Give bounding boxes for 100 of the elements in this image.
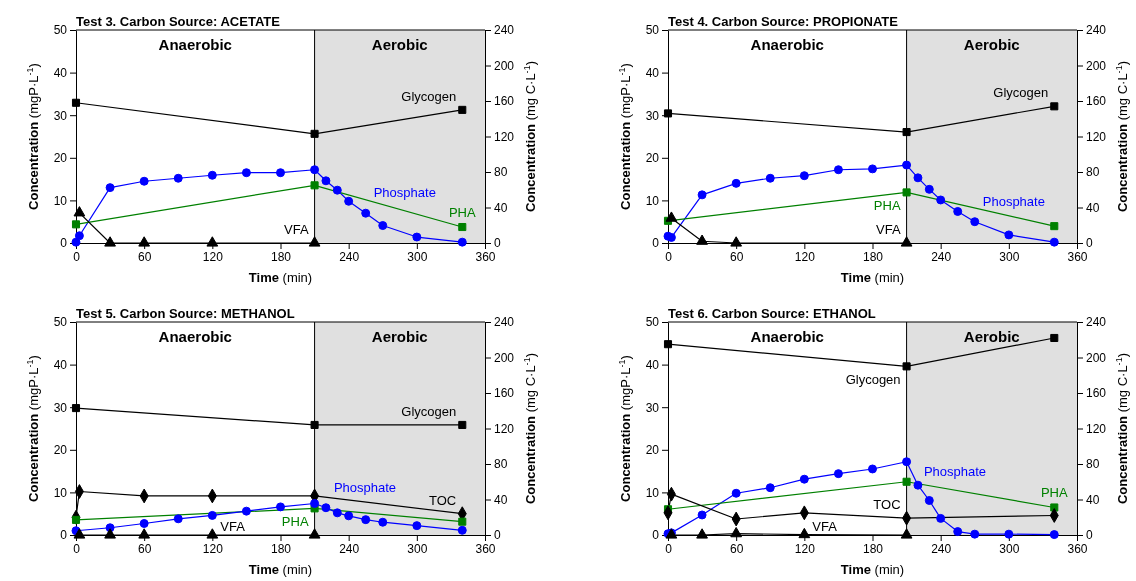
- x-axis-title: Time (min): [840, 270, 905, 285]
- y2-tick-label: 40: [1086, 492, 1100, 507]
- y-tick-label: 10: [53, 193, 68, 208]
- x-tick-label: 0: [665, 541, 673, 556]
- series-label: Glycogen: [845, 372, 901, 388]
- x-tick-label: 0: [73, 541, 81, 556]
- band-label: Aerobic: [963, 36, 1020, 53]
- x-tick-label: 120: [202, 249, 224, 264]
- y2-tick-label: 120: [1086, 421, 1107, 436]
- y-tick-label: 40: [645, 65, 660, 80]
- y-tick-label: 20: [53, 443, 68, 458]
- x-tick-label: 240: [339, 249, 360, 264]
- y2-tick-label: 80: [1086, 457, 1100, 472]
- series-label: TOC: [873, 497, 901, 513]
- y-tick-label: 0: [60, 236, 68, 251]
- y2-tick-label: 80: [1086, 165, 1100, 180]
- y2-tick-label: 40: [494, 492, 508, 507]
- series-label: PHA: [873, 198, 901, 214]
- y-tick-label: 20: [645, 151, 660, 166]
- y-tick-label: 50: [53, 23, 68, 38]
- series-label: Phosphate: [373, 185, 436, 201]
- series-label: PHA: [1040, 485, 1068, 501]
- x-tick-label: 180: [270, 249, 292, 264]
- annotation: Anaerobic: [158, 36, 232, 53]
- y2-tick-label: 120: [494, 129, 515, 144]
- x-tick-label: 300: [999, 249, 1020, 264]
- y-tick-label: 0: [652, 528, 660, 543]
- y2-tick-label: 160: [1086, 386, 1107, 401]
- y2-tick-label: 240: [494, 23, 515, 38]
- x-tick-label: 120: [202, 541, 224, 556]
- y-tick-label: 20: [53, 151, 68, 166]
- y-tick-label: 0: [652, 236, 660, 251]
- y2-tick-label: 0: [494, 528, 501, 543]
- y2-tick-label: 120: [1086, 129, 1107, 144]
- y-tick-label: 30: [645, 400, 660, 415]
- y2-tick-label: 240: [1086, 23, 1107, 38]
- series-label: Glycogen: [401, 88, 457, 104]
- y2-tick-label: 80: [494, 457, 508, 472]
- x-tick-label: 360: [475, 249, 496, 264]
- x-tick-label: 180: [862, 249, 884, 264]
- y-tick-label: 0: [60, 528, 68, 543]
- y2-tick-label: 200: [1086, 350, 1107, 365]
- y-tick-label: 10: [53, 485, 68, 500]
- x-axis-title: Time (min): [248, 270, 313, 285]
- chart-title: Test 3. Carbon Source: ACETATE: [76, 14, 281, 29]
- x-tick-label: 360: [1067, 249, 1088, 264]
- x-tick-label: 60: [137, 541, 152, 556]
- y-tick-label: 30: [645, 108, 660, 123]
- y2-tick-label: 40: [494, 200, 508, 215]
- x-tick-label: 180: [862, 541, 884, 556]
- y2-tick-label: 160: [494, 94, 515, 109]
- y2-tick-label: 200: [494, 350, 515, 365]
- band-label: Aerobic: [963, 328, 1020, 345]
- y2-tick-label: 120: [494, 421, 515, 436]
- chart-title: Test 6. Carbon Source: ETHANOL: [668, 306, 876, 321]
- y2-tick-label: 160: [494, 386, 515, 401]
- x-tick-label: 60: [729, 249, 744, 264]
- x-tick-label: 120: [794, 541, 816, 556]
- y-tick-label: 20: [645, 443, 660, 458]
- y-tick-label: 50: [645, 23, 660, 38]
- series-label: VFA: [876, 222, 901, 237]
- x-tick-label: 60: [729, 541, 744, 556]
- y2-tick-label: 200: [494, 58, 515, 73]
- y2-tick-label: 240: [1086, 315, 1107, 330]
- y-tick-label: 50: [645, 315, 660, 330]
- band-label: Aerobic: [371, 328, 428, 345]
- y2-tick-label: 40: [1086, 200, 1100, 215]
- series-label: Glycogen: [401, 403, 457, 419]
- series-label: VFA: [220, 519, 246, 534]
- x-tick-label: 360: [475, 541, 496, 556]
- y-tick-label: 40: [53, 357, 68, 372]
- x-axis-title: Time (min): [248, 562, 313, 577]
- y-tick-label: 50: [53, 315, 68, 330]
- x-tick-label: 300: [999, 541, 1020, 556]
- annotation: Anaerobic: [158, 328, 232, 345]
- x-tick-label: 240: [931, 249, 952, 264]
- x-tick-label: 0: [73, 249, 81, 264]
- y2-tick-label: 240: [494, 315, 515, 330]
- y-tick-label: 40: [645, 357, 660, 372]
- x-tick-label: 360: [1067, 541, 1088, 556]
- y-tick-label: 40: [53, 65, 68, 80]
- x-tick-label: 0: [665, 249, 673, 264]
- chart-title: Test 5. Carbon Source: METHANOL: [76, 306, 295, 321]
- y-tick-label: 10: [645, 485, 660, 500]
- y2-tick-label: 0: [1086, 528, 1093, 543]
- band-label: Aerobic: [371, 36, 428, 53]
- series-label: Phosphate: [923, 464, 987, 480]
- x-tick-label: 60: [137, 249, 152, 264]
- series-label: VFA: [284, 222, 309, 237]
- y2-tick-label: 0: [494, 236, 501, 251]
- y2-tick-label: 160: [1086, 94, 1107, 109]
- x-axis-title: Time (min): [840, 562, 905, 577]
- y-tick-label: 30: [53, 108, 68, 123]
- annotation: Anaerobic: [750, 328, 824, 345]
- x-tick-label: 240: [931, 541, 952, 556]
- x-tick-label: 240: [339, 541, 360, 556]
- legend-label: TOC: [429, 492, 457, 508]
- y2-tick-label: 80: [494, 165, 508, 180]
- x-tick-label: 180: [270, 541, 292, 556]
- series-label: VFA: [812, 518, 838, 534]
